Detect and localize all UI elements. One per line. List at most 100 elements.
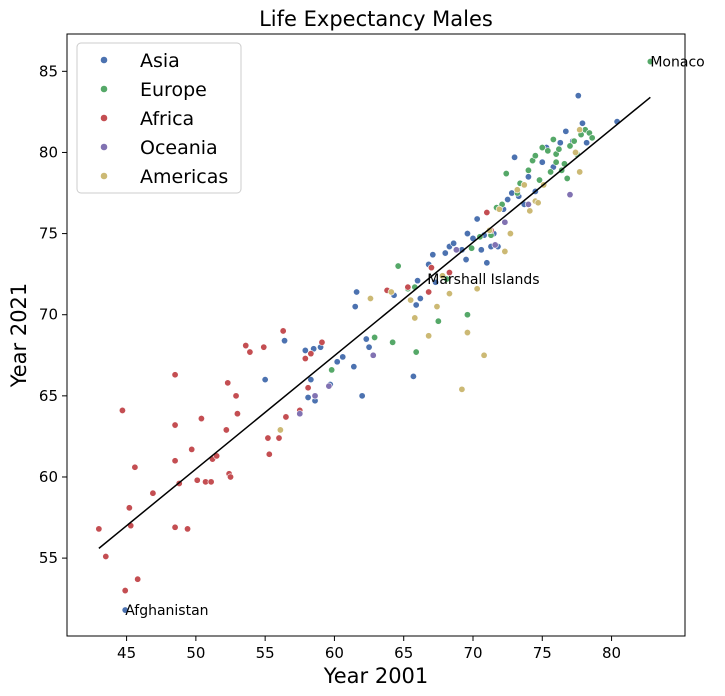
x-tick-label: 65 [394,644,413,662]
point-africa-46 [483,208,491,216]
point-europe-10 [468,244,476,252]
point-africa-3 [121,587,129,595]
point-africa-32 [265,450,273,458]
point-africa-23 [224,379,232,387]
point-europe-31 [563,174,571,182]
point-asia-16 [362,335,370,343]
chart-title: Life Expectancy Males [259,7,493,31]
y-tick-label: 80 [39,143,58,161]
point-africa-11 [171,457,179,465]
legend-label-americas: Americas [140,166,228,188]
point-africa-0 [95,525,103,533]
point-asia-0 [121,606,129,614]
point-europe-1 [371,333,379,341]
point-asia-5 [307,376,315,384]
point-africa-19 [207,478,215,486]
points-layer [95,58,654,614]
x-tick-label: 60 [325,644,344,662]
point-americas-23 [572,148,580,156]
point-africa-42 [404,283,412,291]
point-africa-16 [193,476,201,484]
point-asia-24 [429,251,437,259]
point-europe-15 [502,170,510,178]
point-oceania-8 [566,191,574,199]
point-africa-7 [134,575,142,583]
point-asia-28 [450,239,458,247]
point-asia-4 [304,393,312,401]
point-americas-2 [387,288,395,296]
point-americas-25 [576,168,584,176]
point-asia-10 [333,358,341,366]
point-asia-22 [416,294,424,302]
point-asia-54 [574,92,582,100]
point-americas-21 [534,199,542,207]
x-tick-label: 80 [602,644,621,662]
point-asia-55 [578,119,586,127]
point-americas-5 [425,332,433,340]
point-americas-15 [501,247,509,255]
point-europe-3 [394,262,402,270]
point-europe-9 [463,311,471,319]
point-africa-26 [232,392,240,400]
point-europe-21 [536,176,544,184]
point-americas-9 [458,385,466,393]
point-asia-3 [301,346,309,354]
point-americas-17 [513,186,521,194]
point-africa-43 [425,288,433,296]
point-africa-25 [227,473,235,481]
point-europe-18 [524,166,532,174]
y-axis-title: Year 2021 [7,283,31,389]
point-oceania-2 [325,382,333,390]
point-asia-56 [583,139,591,147]
point-europe-25 [549,135,557,143]
point-asia-19 [409,372,417,380]
point-europe-28 [555,145,563,153]
point-europe-22 [538,144,546,152]
legend-label-asia: Asia [140,50,180,72]
point-asia-43 [511,153,519,161]
point-africa-45 [445,269,453,277]
point-asia-51 [556,139,564,147]
point-oceania-3 [369,351,377,359]
y-tick-label: 65 [39,387,58,405]
point-asia-20 [412,301,420,309]
point-americas-8 [445,290,453,298]
point-americas-7 [439,272,447,280]
point-africa-39 [307,350,315,358]
point-oceania-5 [491,241,499,249]
point-americas-16 [506,230,514,238]
point-africa-30 [260,343,268,351]
point-africa-44 [427,264,435,272]
plot-frame [66,33,686,637]
annotation-marshall-islands: Marshall Islands [427,272,539,288]
point-africa-35 [282,413,290,421]
point-africa-31 [264,434,272,442]
point-europe-33 [570,137,578,145]
y-tick-label: 75 [39,225,58,243]
point-asia-21 [414,277,422,285]
legend-label-africa: Africa [140,108,194,130]
trend-line [98,96,651,549]
point-africa-12 [171,523,179,531]
point-americas-1 [366,294,374,302]
point-africa-37 [301,355,309,363]
point-asia-17 [365,343,373,351]
point-asia-14 [353,288,361,296]
point-europe-24 [547,168,555,176]
point-asia-52 [562,127,570,135]
legend-marker-asia [100,56,108,64]
point-oceania-0 [296,410,304,418]
point-africa-28 [242,342,250,350]
point-africa-33 [275,434,283,442]
legend-marker-oceania [100,143,108,151]
point-europe-2 [389,338,397,346]
point-americas-3 [407,296,415,304]
point-asia-48 [538,158,546,166]
point-africa-40 [318,338,326,346]
trend-layer [98,96,651,549]
point-americas-14 [495,205,503,213]
x-tick-label: 50 [186,644,205,662]
point-asia-33 [473,215,481,223]
point-africa-4 [125,504,133,512]
point-europe-26 [552,158,560,166]
